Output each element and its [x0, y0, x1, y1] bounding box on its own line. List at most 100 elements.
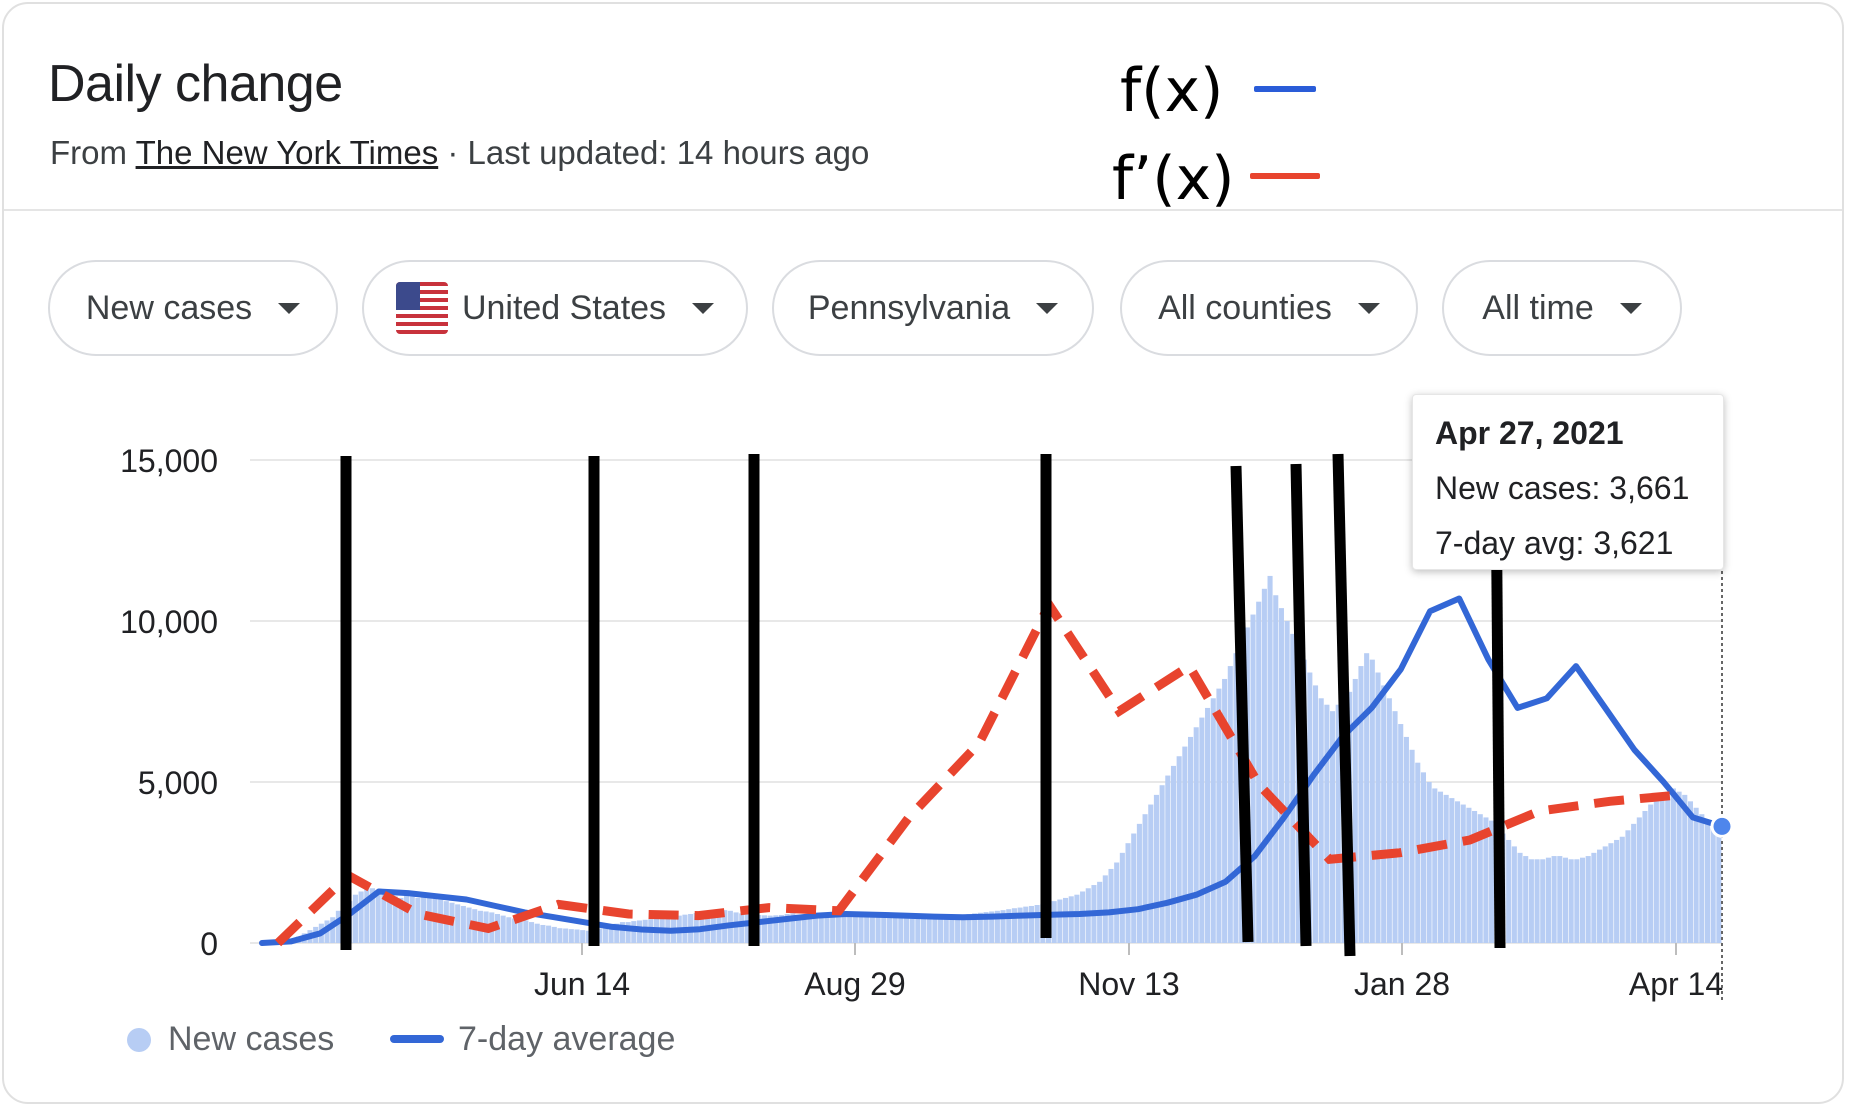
annotation-vertical-line — [1332, 453, 1356, 957]
fx-annotation: f(x) — [1120, 56, 1224, 126]
seven-day-average-line — [259, 595, 1725, 946]
new-cases-bar — [1483, 817, 1489, 943]
new-cases-bar — [1080, 891, 1086, 943]
new-cases-bar — [460, 905, 466, 943]
new-cases-bar — [886, 915, 892, 943]
new-cases-bar — [1102, 875, 1108, 943]
hover-tooltip: Apr 27, 2021 New cases: 3,661 7-day avg:… — [1412, 394, 1724, 570]
legend-seven-day-average[interactable]: 7-day average — [390, 1020, 675, 1059]
filter-country[interactable]: United States — [362, 260, 748, 356]
new-cases-bar — [500, 915, 506, 943]
source-link[interactable]: The New York Times — [135, 134, 439, 171]
filter-time-label: All time — [1482, 288, 1594, 327]
new-cases-bar — [1659, 794, 1665, 943]
new-cases-bar — [858, 914, 864, 943]
new-cases-bar — [1449, 798, 1455, 943]
new-cases-bar — [1437, 791, 1444, 943]
new-cases-bar — [852, 915, 858, 943]
new-cases-bar — [949, 916, 955, 943]
new-cases-bar — [1307, 672, 1313, 943]
new-cases-bar — [1170, 765, 1177, 943]
new-cases-bar — [1125, 843, 1131, 943]
new-cases-bar — [1364, 653, 1370, 943]
new-cases-bar — [1585, 856, 1591, 943]
new-cases-bar — [358, 891, 364, 943]
new-cases-bar — [540, 924, 546, 943]
new-cases-bar — [1619, 836, 1625, 943]
new-cases-bar — [392, 896, 398, 943]
filter-county[interactable]: All counties — [1120, 260, 1418, 356]
new-cases-bar — [398, 897, 404, 943]
new-cases-bar — [835, 916, 841, 943]
filter-state[interactable]: Pennsylvania — [772, 260, 1094, 356]
new-cases-bar — [1472, 810, 1478, 943]
new-cases-bar — [557, 928, 563, 943]
new-cases-bar — [455, 904, 461, 943]
new-cases-bar — [1466, 807, 1472, 943]
chevron-down-icon — [692, 302, 715, 314]
new-cases-bar — [580, 930, 586, 943]
new-cases-bar — [1034, 905, 1040, 943]
new-cases-bar — [1545, 857, 1551, 943]
new-cases-bar — [631, 921, 637, 943]
new-cases-bar — [1420, 772, 1426, 943]
new-cases-bar — [739, 913, 745, 943]
new-cases-bar — [523, 920, 529, 943]
new-cases-bar — [1261, 588, 1267, 943]
new-cases-bar — [1506, 839, 1512, 943]
new-cases-bar — [909, 917, 915, 943]
new-cases-bar — [1222, 678, 1228, 943]
fprime-annotation: f’(x) — [1112, 144, 1235, 214]
new-cases-bar — [1648, 804, 1654, 943]
new-cases-bar — [1369, 659, 1375, 943]
new-cases-bar — [983, 912, 989, 943]
new-cases-bar — [767, 915, 773, 943]
filter-metric[interactable]: New cases — [48, 260, 338, 356]
new-cases-bar — [619, 922, 625, 943]
new-cases-bar — [1687, 801, 1693, 943]
new-cases-bar — [898, 916, 904, 943]
new-cases-bar — [404, 894, 410, 943]
new-cases-bar — [1176, 756, 1182, 943]
new-cases-bar — [830, 917, 836, 943]
new-cases-bar — [551, 926, 557, 943]
new-cases-bar — [381, 891, 387, 943]
new-cases-bar — [1068, 896, 1074, 943]
new-cases-bar — [1551, 856, 1557, 943]
new-cases-bar — [1454, 801, 1461, 943]
new-cases-bar — [994, 910, 1000, 943]
new-cases-bar — [1165, 775, 1171, 943]
new-cases-bar — [1625, 830, 1631, 943]
legend-new-cases[interactable]: New cases — [126, 1020, 334, 1059]
new-cases-bar — [1477, 814, 1483, 943]
new-cases-bar — [1023, 906, 1029, 943]
new-cases-bar — [506, 917, 512, 943]
tooltip-new-cases: New cases: 3,661 — [1435, 470, 1690, 506]
new-cases-bar — [1119, 852, 1125, 943]
new-cases-bar — [335, 910, 341, 943]
new-cases-bar — [534, 923, 540, 943]
y-tick-label: 5,000 — [138, 765, 218, 801]
new-cases-bar — [1114, 862, 1120, 943]
filter-time[interactable]: All time — [1442, 260, 1682, 356]
new-cases-bar — [1216, 688, 1222, 943]
new-cases-bar — [790, 913, 796, 943]
new-cases-bar — [466, 907, 472, 943]
new-cases-bar — [955, 915, 961, 943]
new-cases-bar — [1284, 621, 1290, 943]
new-cases-bar — [1000, 910, 1006, 943]
new-cases-bar — [409, 896, 415, 943]
new-cases-bar — [1159, 785, 1165, 943]
new-cases-bar — [1597, 849, 1603, 943]
new-cases-bar — [932, 917, 938, 943]
new-cases-bar — [1205, 707, 1211, 943]
new-cases-bar — [1187, 736, 1194, 943]
new-cases-bar — [585, 930, 591, 943]
new-cases-bar — [943, 917, 949, 943]
hover-point[interactable] — [1710, 814, 1734, 838]
chevron-down-icon — [1036, 302, 1059, 314]
new-cases-bar — [330, 917, 336, 943]
new-cases-bar — [1250, 614, 1256, 943]
new-cases-bar — [1210, 698, 1216, 943]
